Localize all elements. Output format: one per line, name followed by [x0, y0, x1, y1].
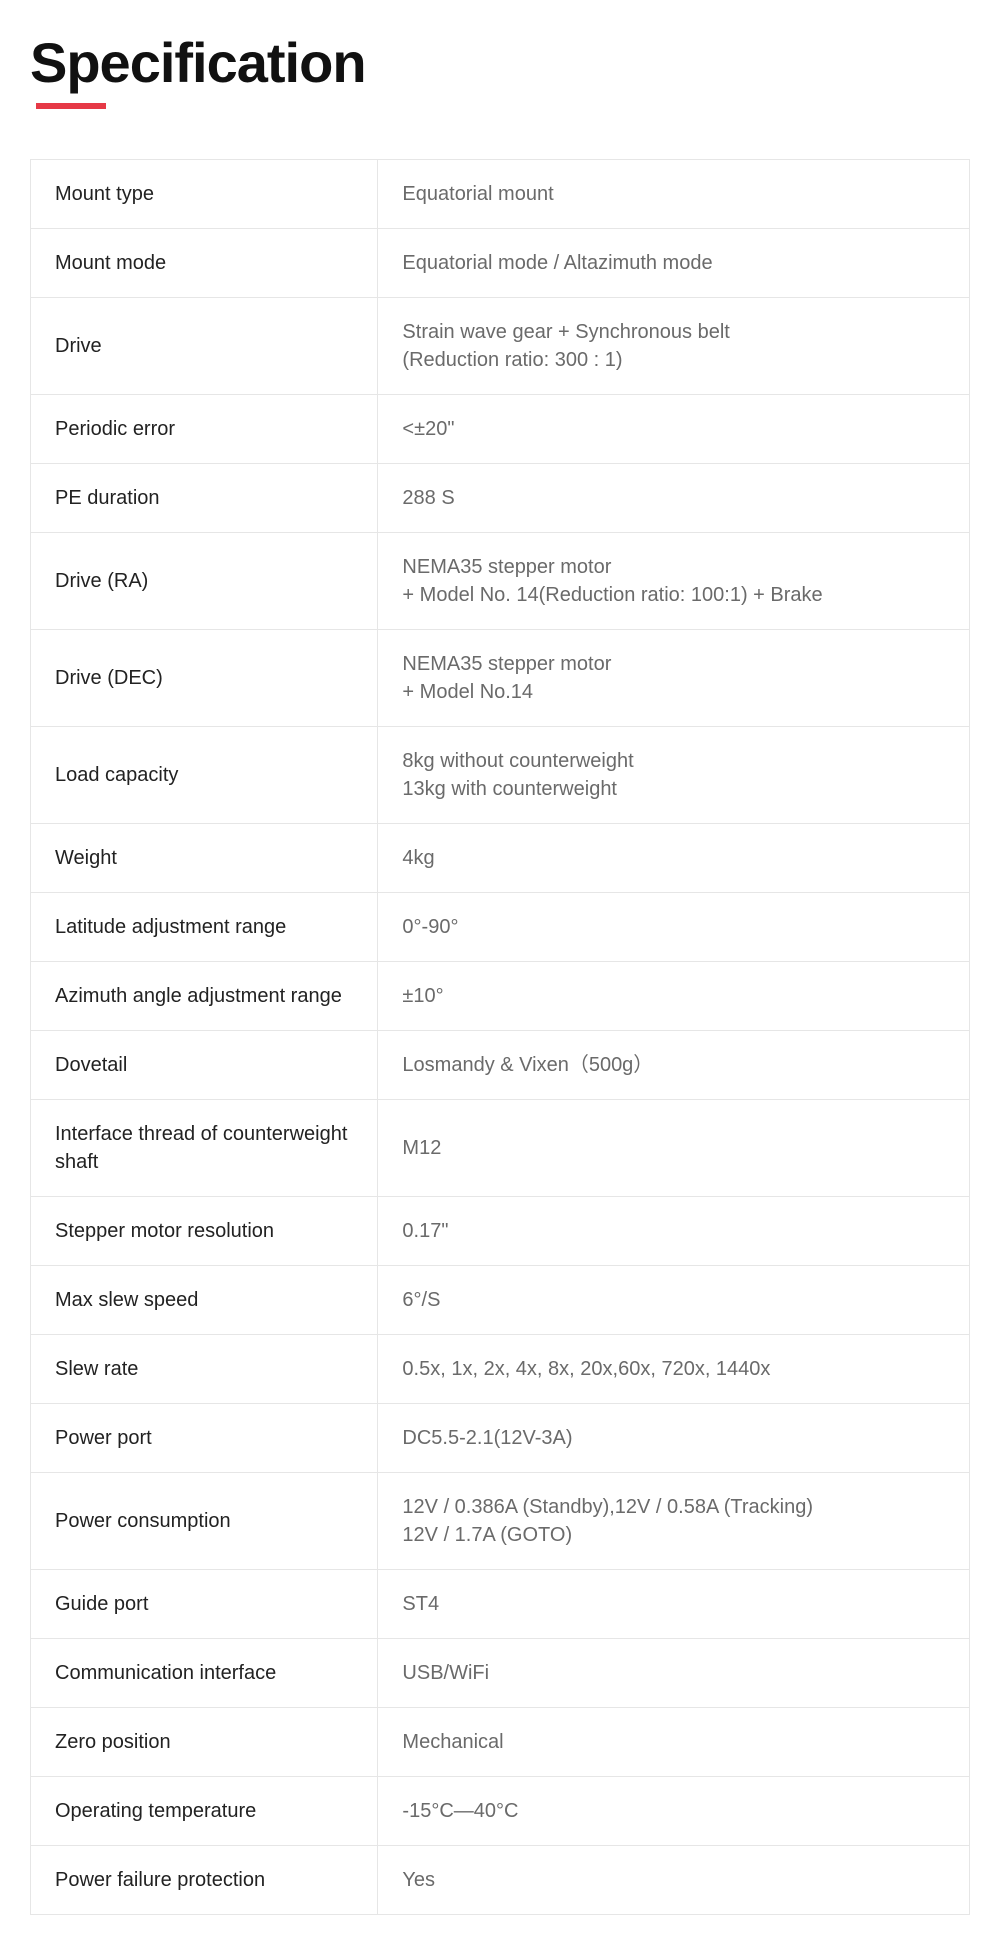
spec-value: NEMA35 stepper motor+ Model No. 14(Reduc… [378, 533, 970, 630]
spec-label: Slew rate [31, 1335, 378, 1404]
table-row: Guide portST4 [31, 1570, 970, 1639]
spec-label: Power port [31, 1404, 378, 1473]
spec-label: Max slew speed [31, 1266, 378, 1335]
spec-value: DC5.5-2.1(12V-3A) [378, 1404, 970, 1473]
table-row: Power failure protectionYes [31, 1846, 970, 1915]
spec-value: 4kg [378, 824, 970, 893]
spec-value: USB/WiFi [378, 1639, 970, 1708]
table-row: Latitude adjustment range0°-90° [31, 893, 970, 962]
spec-label: Azimuth angle adjustment range [31, 962, 378, 1031]
spec-label: Zero position [31, 1708, 378, 1777]
table-row: Interface thread of counterweight shaftM… [31, 1100, 970, 1197]
specification-table: Mount typeEquatorial mountMount modeEqua… [30, 159, 970, 1915]
spec-label: Drive [31, 298, 378, 395]
spec-value: 0.5x, 1x, 2x, 4x, 8x, 20x,60x, 720x, 144… [378, 1335, 970, 1404]
spec-label: Drive (DEC) [31, 630, 378, 727]
spec-label: Power failure protection [31, 1846, 378, 1915]
spec-value: ST4 [378, 1570, 970, 1639]
table-row: DovetailLosmandy & Vixen（500g） [31, 1031, 970, 1100]
spec-label: Load capacity [31, 727, 378, 824]
spec-table-body: Mount typeEquatorial mountMount modeEqua… [31, 160, 970, 1915]
table-row: Azimuth angle adjustment range±10° [31, 962, 970, 1031]
table-row: Mount typeEquatorial mount [31, 160, 970, 229]
spec-value: M12 [378, 1100, 970, 1197]
table-row: Drive (DEC)NEMA35 stepper motor+ Model N… [31, 630, 970, 727]
spec-value: 288 S [378, 464, 970, 533]
table-row: Slew rate0.5x, 1x, 2x, 4x, 8x, 20x,60x, … [31, 1335, 970, 1404]
table-row: PE duration288 S [31, 464, 970, 533]
table-row: Power portDC5.5-2.1(12V-3A) [31, 1404, 970, 1473]
spec-value: Yes [378, 1846, 970, 1915]
spec-label: Interface thread of counterweight shaft [31, 1100, 378, 1197]
spec-value: <±20" [378, 395, 970, 464]
table-row: Power consumption12V / 0.386A (Standby),… [31, 1473, 970, 1570]
table-row: Load capacity8kg without counterweight13… [31, 727, 970, 824]
spec-label: PE duration [31, 464, 378, 533]
spec-value: 6°/S [378, 1266, 970, 1335]
spec-value: 0.17" [378, 1197, 970, 1266]
spec-value: 12V / 0.386A (Standby),12V / 0.58A (Trac… [378, 1473, 970, 1570]
title-underline [36, 103, 106, 109]
table-row: Zero positionMechanical [31, 1708, 970, 1777]
spec-label: Latitude adjustment range [31, 893, 378, 962]
spec-value: Equatorial mount [378, 160, 970, 229]
table-row: Drive (RA)NEMA35 stepper motor+ Model No… [31, 533, 970, 630]
spec-value: Mechanical [378, 1708, 970, 1777]
table-row: Mount modeEquatorial mode / Altazimuth m… [31, 229, 970, 298]
spec-value: 8kg without counterweight13kg with count… [378, 727, 970, 824]
table-row: Weight4kg [31, 824, 970, 893]
spec-value: ±10° [378, 962, 970, 1031]
table-row: Max slew speed6°/S [31, 1266, 970, 1335]
spec-label: Power consumption [31, 1473, 378, 1570]
spec-value: Equatorial mode / Altazimuth mode [378, 229, 970, 298]
spec-label: Drive (RA) [31, 533, 378, 630]
table-row: Communication interfaceUSB/WiFi [31, 1639, 970, 1708]
spec-value: NEMA35 stepper motor+ Model No.14 [378, 630, 970, 727]
spec-label: Mount mode [31, 229, 378, 298]
spec-label: Weight [31, 824, 378, 893]
page-title: Specification [30, 30, 970, 95]
table-row: Stepper motor resolution0.17" [31, 1197, 970, 1266]
spec-label: Communication interface [31, 1639, 378, 1708]
table-row: Periodic error<±20" [31, 395, 970, 464]
spec-value: Strain wave gear + Synchronous belt(Redu… [378, 298, 970, 395]
table-row: DriveStrain wave gear + Synchronous belt… [31, 298, 970, 395]
table-row: Operating temperature-15°C—40°C [31, 1777, 970, 1846]
spec-label: Operating temperature [31, 1777, 378, 1846]
spec-label: Guide port [31, 1570, 378, 1639]
spec-label: Periodic error [31, 395, 378, 464]
spec-label: Mount type [31, 160, 378, 229]
spec-label: Dovetail [31, 1031, 378, 1100]
spec-value: -15°C—40°C [378, 1777, 970, 1846]
spec-value: Losmandy & Vixen（500g） [378, 1031, 970, 1100]
spec-value: 0°-90° [378, 893, 970, 962]
spec-label: Stepper motor resolution [31, 1197, 378, 1266]
